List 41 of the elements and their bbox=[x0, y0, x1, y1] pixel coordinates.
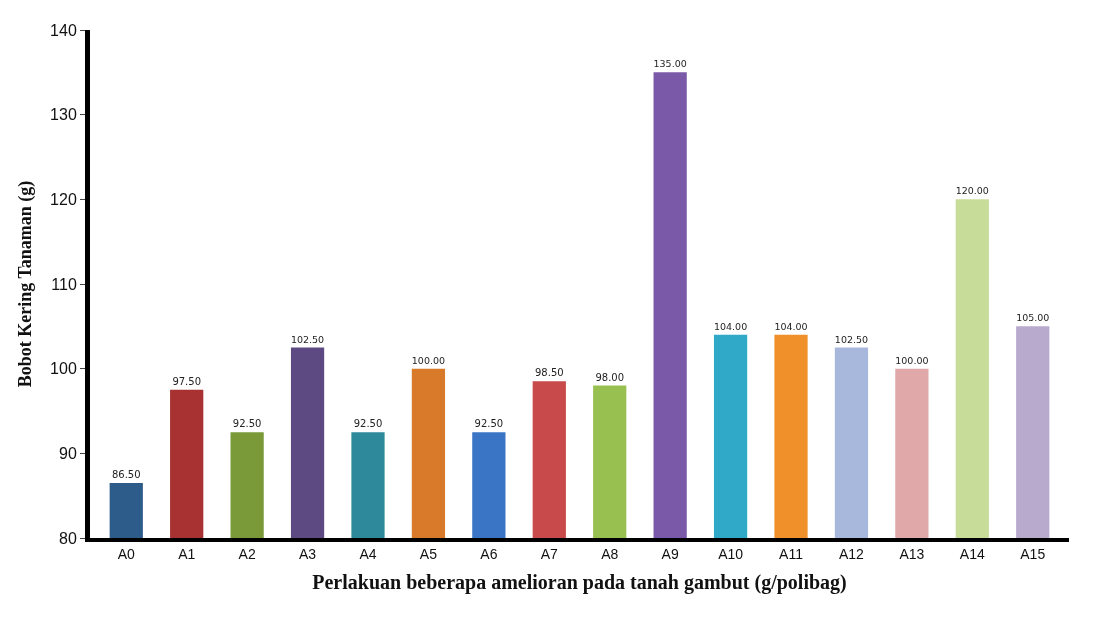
y-tick-label: 130 bbox=[50, 106, 77, 124]
x-tick-label: A6 bbox=[480, 545, 498, 562]
x-tick-label: A12 bbox=[838, 545, 865, 562]
data-label: 135.00 bbox=[653, 58, 687, 70]
data-label: 104.00 bbox=[713, 320, 748, 332]
y-tick-label: 100 bbox=[50, 360, 77, 378]
x-tick-label: A5 bbox=[419, 545, 438, 562]
y-tick-label: 80 bbox=[59, 529, 77, 547]
data-label: 100.00 bbox=[895, 354, 929, 366]
x-tick-label: A15 bbox=[1020, 545, 1046, 562]
y-tick-label: 110 bbox=[51, 275, 77, 293]
data-label: 98.50 bbox=[534, 367, 564, 379]
data-label: 102.50 bbox=[834, 333, 869, 345]
data-label: 102.50 bbox=[290, 333, 325, 345]
x-tick-label: A9 bbox=[661, 545, 679, 562]
x-tick-label: A14 bbox=[959, 545, 985, 562]
data-label: 120.00 bbox=[955, 185, 989, 197]
data-label: 98.00 bbox=[595, 371, 625, 383]
y-tick-label: 140 bbox=[50, 21, 77, 39]
y-tick-label: 90 bbox=[59, 444, 77, 462]
x-tick-label: A13 bbox=[899, 545, 925, 562]
data-label: 97.50 bbox=[172, 375, 202, 387]
data-label: 86.50 bbox=[111, 468, 141, 480]
data-label: 105.00 bbox=[1016, 312, 1050, 324]
x-tick-label: A7 bbox=[540, 545, 559, 562]
x-tick-label: A1 bbox=[178, 545, 196, 562]
x-tick-label: A11 bbox=[779, 545, 804, 562]
x-tick-label: A0 bbox=[117, 545, 136, 562]
data-label: 92.50 bbox=[474, 418, 504, 430]
x-tick-label: A2 bbox=[238, 545, 256, 562]
data-label: 100.00 bbox=[411, 354, 446, 366]
x-axis-title: Perlakuan beberapa amelioran pada tanah gambut (g/polibag) bbox=[312, 570, 847, 594]
x-tick-label: A8 bbox=[601, 545, 619, 562]
x-tick-label: A3 bbox=[299, 545, 317, 562]
x-tick-label: A10 bbox=[718, 545, 744, 562]
x-tick-label: A4 bbox=[359, 545, 377, 562]
data-label: 104.00 bbox=[774, 320, 808, 332]
y-tick-label: 120 bbox=[50, 190, 77, 208]
y-axis-title: Bobot Kering Tanaman (g) bbox=[15, 180, 37, 388]
data-label: 92.50 bbox=[353, 418, 383, 430]
data-label: 92.50 bbox=[232, 418, 262, 430]
